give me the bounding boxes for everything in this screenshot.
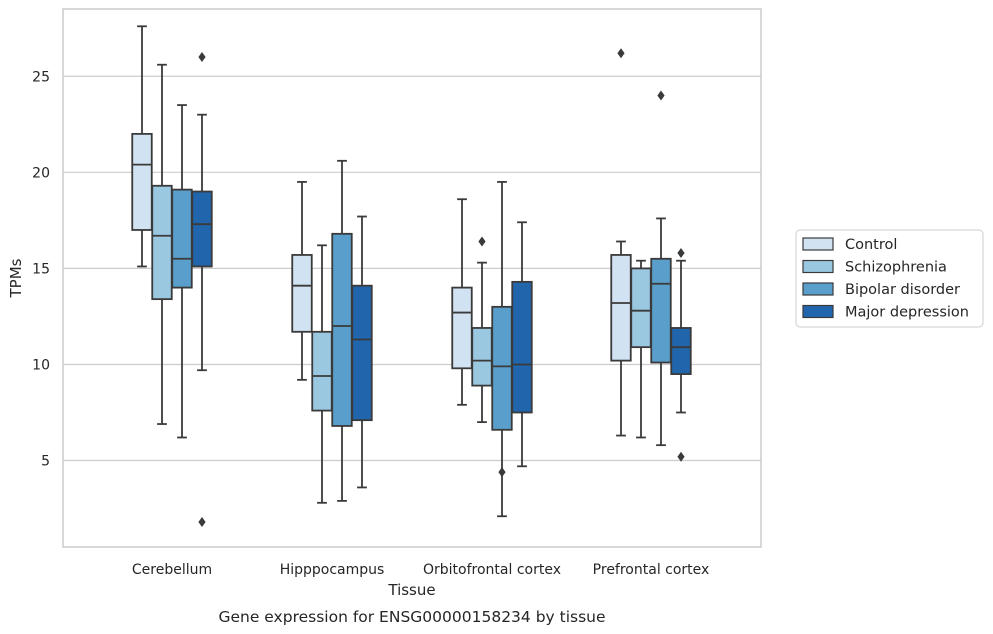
box-iqr — [311, 330, 333, 412]
x-tick-labels: Cerebellum Hipppocampus Orbitofrontal cort… — [132, 562, 709, 578]
box-iqr — [351, 284, 373, 422]
box-bipolar-disorder-0 — [171, 104, 193, 439]
plot-area-frame — [62, 8, 762, 548]
box-control-3 — [610, 48, 632, 437]
box-iqr — [171, 188, 193, 289]
box-iqr — [491, 305, 513, 431]
box-bipolar-disorder-1 — [331, 159, 353, 502]
box-iqr — [151, 184, 173, 301]
x-axis-label: Tissue — [387, 581, 435, 599]
outlier-point — [198, 52, 206, 63]
box-iqr — [511, 280, 533, 414]
outlier-point — [617, 48, 625, 59]
box-control-2 — [451, 198, 473, 406]
outlier-point — [198, 517, 206, 528]
legend-swatch — [802, 259, 834, 274]
legend-swatch — [802, 282, 834, 296]
x-tick-label: Orbitofrontal cortex — [423, 562, 561, 578]
outlier-point — [677, 248, 685, 259]
box-iqr — [451, 286, 473, 370]
x-tick-label: Prefrontal cortex — [593, 562, 710, 578]
box-iqr — [331, 232, 353, 427]
y-axis-label: TPMs — [7, 258, 25, 298]
box-control-0 — [131, 25, 153, 268]
box-iqr — [630, 267, 652, 349]
box-schizophrenia-1 — [311, 244, 333, 504]
box-iqr — [291, 254, 313, 333]
y-tick-label: 5 — [41, 454, 50, 470]
box-iqr — [131, 132, 153, 231]
legend: Control Schizophrenia Bipolar disorder Majo… — [795, 229, 984, 328]
box-control-1 — [291, 181, 313, 381]
y-tick-label: 25 — [32, 69, 50, 85]
outlier-point — [478, 236, 486, 247]
box-schizophrenia-2 — [471, 236, 493, 424]
legend-swatch — [802, 304, 834, 319]
box-bipolar-disorder-3 — [650, 90, 672, 447]
legend-label: Schizophrenia — [845, 260, 947, 276]
boxes-layer — [131, 25, 692, 528]
box-iqr — [670, 327, 692, 375]
box-major-depression-3 — [670, 248, 692, 462]
box-major-depression-2 — [511, 221, 533, 468]
box-iqr — [191, 190, 213, 268]
box-iqr — [610, 254, 632, 362]
legend-label: Major depression — [845, 305, 969, 321]
y-tick-label: 15 — [32, 261, 50, 277]
y-tick-label: 20 — [32, 165, 50, 181]
box-iqr — [650, 257, 672, 364]
y-tick-label: 10 — [32, 357, 50, 373]
legend-label: Bipolar disorder — [845, 282, 960, 298]
legend-frame — [795, 229, 984, 328]
x-tick-label: Cerebellum — [132, 562, 212, 578]
legend-label: Control — [845, 237, 897, 253]
legend-swatch — [802, 237, 834, 251]
y-tick-labels: 5 10 15 20 25 — [32, 69, 50, 469]
box-major-depression-0 — [191, 52, 213, 528]
outlier-point — [677, 451, 685, 462]
outlier-point — [657, 90, 665, 101]
x-tick-label: Hipppocampus — [280, 562, 385, 578]
box-iqr — [471, 327, 493, 387]
box-bipolar-disorder-2 — [491, 181, 513, 518]
outlier-point — [498, 467, 506, 478]
box-schizophrenia-0 — [151, 63, 173, 425]
box-major-depression-1 — [351, 215, 373, 489]
box-schizophrenia-3 — [630, 259, 652, 439]
chart-caption: Gene expression for ENSG00000158234 by t… — [218, 608, 605, 626]
